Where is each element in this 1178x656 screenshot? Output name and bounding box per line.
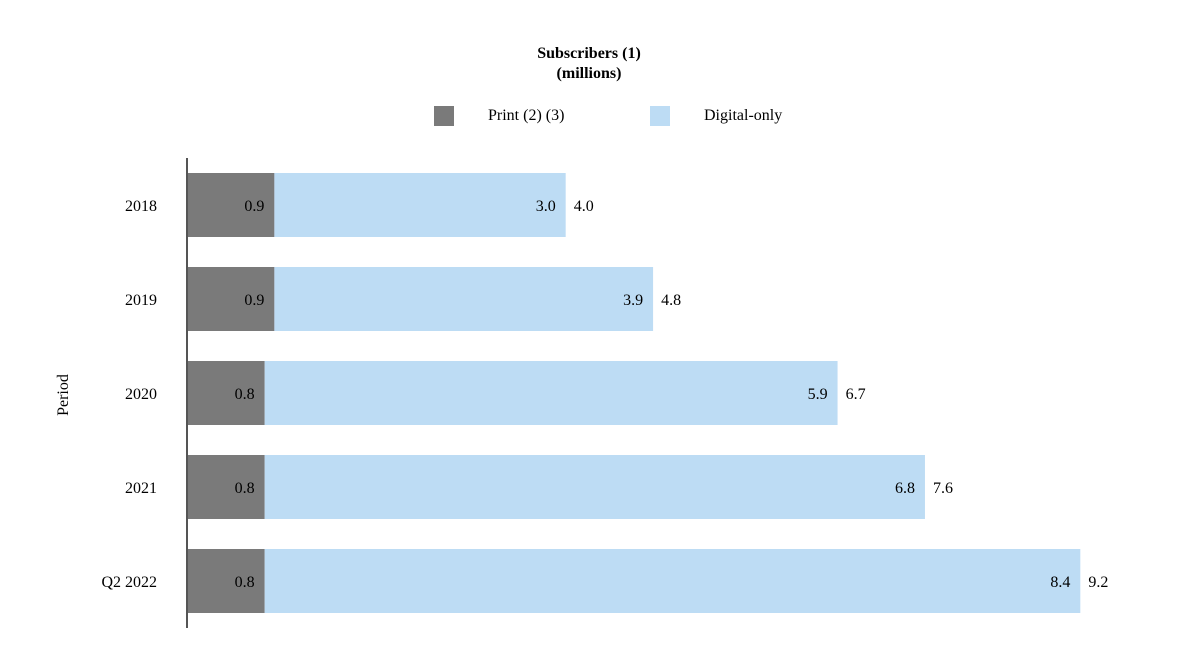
y-tick-label: Q2 2022 <box>101 574 157 591</box>
total-label: 4.8 <box>661 292 681 309</box>
total-label: 6.7 <box>846 386 866 403</box>
bar-print <box>187 549 265 613</box>
total-label: 7.6 <box>933 480 953 497</box>
bar-print <box>187 361 265 425</box>
legend: Print (2) (3) Digital-only <box>0 106 1178 130</box>
bar-print <box>187 455 265 519</box>
legend-item-digital: Digital-only <box>650 106 782 126</box>
legend-label-print: Print (2) (3) <box>488 107 565 124</box>
y-tick-label: 2018 <box>125 198 157 215</box>
data-label-print: 0.8 <box>235 386 255 403</box>
data-label-print: 0.9 <box>244 292 264 309</box>
bar-digital <box>274 267 654 331</box>
y-tick-label: 2019 <box>125 292 157 309</box>
data-label-digital: 8.4 <box>1050 574 1070 591</box>
data-label-digital: 3.9 <box>623 292 643 309</box>
legend-swatch-digital <box>650 106 670 126</box>
data-label-digital: 5.9 <box>808 386 828 403</box>
bar-digital <box>264 549 1081 613</box>
data-label-print: 0.8 <box>235 480 255 497</box>
bar-print <box>187 173 275 237</box>
bar-print <box>187 267 275 331</box>
bar-digital <box>274 173 566 237</box>
data-label-print: 0.8 <box>235 574 255 591</box>
legend-item-print: Print (2) (3) <box>434 106 564 126</box>
total-label: 9.2 <box>1088 574 1108 591</box>
data-label-digital: 3.0 <box>536 198 556 215</box>
y-tick-label: 2020 <box>125 386 157 403</box>
data-label-digital: 6.8 <box>895 480 915 497</box>
total-label: 4.0 <box>574 198 594 215</box>
chart-title: Subscribers (1) (millions) <box>0 44 1178 84</box>
chart-title-main: Subscribers (1) <box>537 45 641 62</box>
chart-subtitle: (millions) <box>556 65 622 82</box>
bar-digital <box>264 455 925 519</box>
data-label-print: 0.9 <box>244 198 264 215</box>
legend-swatch-print <box>434 106 454 126</box>
bar-digital <box>264 361 838 425</box>
legend-label-digital: Digital-only <box>704 107 783 124</box>
y-tick-label: 2021 <box>125 480 157 497</box>
